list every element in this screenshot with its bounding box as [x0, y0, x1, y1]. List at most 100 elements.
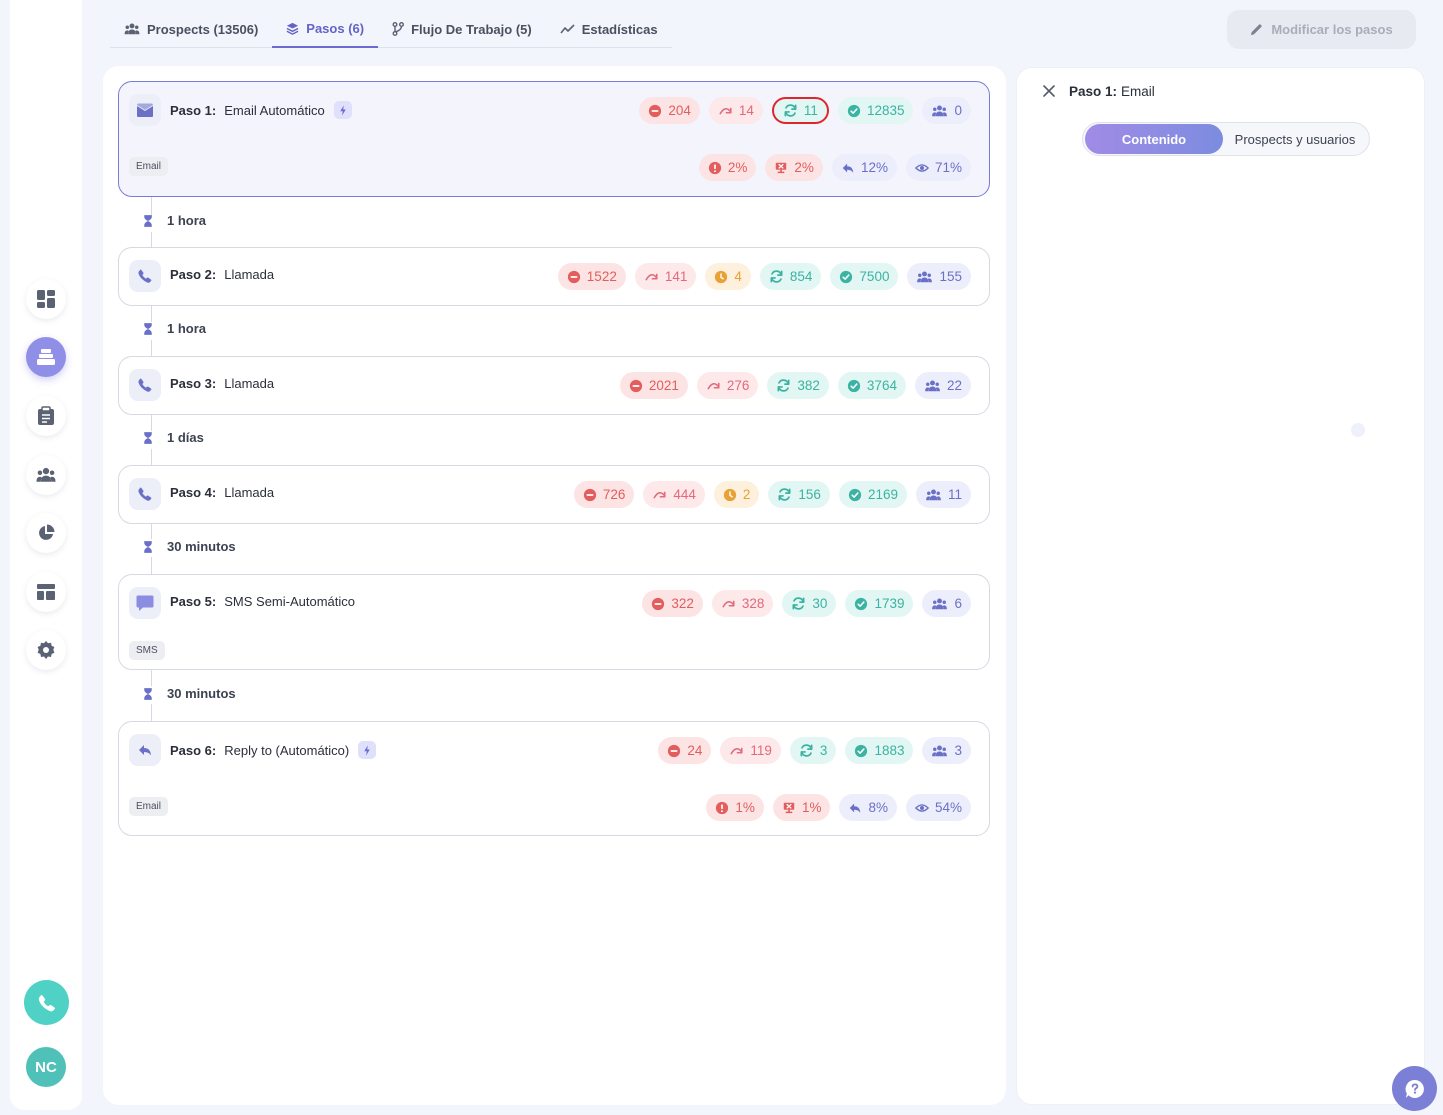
timeline-line — [151, 306, 152, 322]
close-icon[interactable] — [1042, 84, 1056, 98]
unsubscribe-icon — [782, 801, 796, 815]
sms-icon — [129, 587, 161, 619]
step-card-2[interactable]: Paso 2: Llamada 1522 141 4 854 7500 155 — [118, 247, 990, 306]
stat-stopped[interactable]: 204 — [639, 97, 700, 124]
stat-in-progress[interactable]: 156 — [768, 481, 830, 508]
stat-bounced[interactable]: 141 — [634, 263, 697, 290]
modify-steps-button[interactable]: Modificar los pasos — [1227, 10, 1416, 49]
phone-call-button[interactable] — [24, 980, 69, 1025]
stat-completed[interactable]: 2169 — [838, 481, 907, 508]
step-rates: 1% 1% 8% 54% — [706, 794, 971, 821]
branch-icon — [392, 22, 405, 36]
stat-completed[interactable]: 7500 — [830, 263, 899, 290]
steps-panel: Paso 1: Email Automático 204 14 11 12835 … — [103, 66, 1006, 1105]
stat-prospects[interactable]: 11 — [915, 481, 971, 508]
check-circle-icon — [847, 104, 861, 118]
stat-stopped[interactable]: 1522 — [557, 263, 626, 290]
rate-error[interactable]: 1% — [706, 794, 764, 821]
stat-stopped[interactable]: 2021 — [619, 372, 688, 399]
alert-icon — [708, 161, 722, 175]
step-title: Paso 2: Llamada — [170, 267, 275, 282]
rate-unsubscribed[interactable]: 1% — [772, 794, 831, 821]
stat-prospects[interactable]: 0 — [922, 97, 971, 124]
dashboard-icon[interactable] — [26, 279, 66, 319]
help-chat-button[interactable] — [1392, 1066, 1437, 1111]
minus-circle-icon — [651, 597, 665, 611]
stat-in-progress[interactable]: 30 — [782, 590, 837, 617]
stat-in-progress[interactable]: 3 — [789, 737, 837, 764]
alert-icon — [715, 801, 729, 815]
timeline-line — [151, 704, 152, 721]
tab-prospects[interactable]: Prospects (13506) — [110, 10, 272, 48]
step-detail-panel: Paso 1: Email Contenido Prospects y usuar… — [1016, 67, 1425, 1105]
stat-in-progress[interactable]: 854 — [759, 263, 822, 290]
users-icon — [931, 597, 948, 611]
step-rates: 2% 2% 12% 71% — [698, 154, 971, 181]
reply-icon — [848, 801, 862, 815]
stat-in-progress[interactable]: 382 — [767, 372, 829, 399]
content-toggle: Contenido Prospects y usuarios — [1082, 122, 1370, 156]
minus-circle-icon — [629, 379, 643, 393]
step-card-3[interactable]: Paso 3: Llamada 2021 276 382 3764 22 — [118, 356, 990, 415]
templates-icon[interactable] — [26, 572, 66, 612]
eye-icon — [915, 801, 929, 815]
tab-estadisticas[interactable]: Estadísticas — [546, 10, 672, 48]
check-circle-icon — [847, 379, 861, 393]
stat-pending[interactable]: 4 — [705, 263, 751, 290]
timeline-line — [151, 415, 152, 431]
users-icon — [124, 22, 140, 36]
tab-pasos[interactable]: Pasos (6) — [272, 10, 379, 48]
stat-completed[interactable]: 3764 — [837, 372, 906, 399]
timeline-line — [151, 524, 152, 539]
settings-icon[interactable] — [26, 630, 66, 670]
stat-prospects[interactable]: 6 — [922, 590, 971, 617]
step-stats: 1522 141 4 854 7500 155 — [557, 263, 971, 290]
stat-stopped[interactable]: 322 — [642, 590, 703, 617]
stat-bounced[interactable]: 119 — [720, 737, 781, 764]
channel-tag: Email — [129, 157, 169, 176]
stat-pending[interactable]: 2 — [713, 481, 760, 508]
stat-bounced[interactable]: 276 — [696, 372, 759, 399]
sync-icon — [783, 103, 798, 118]
stat-prospects[interactable]: 22 — [914, 372, 971, 399]
clock-icon — [723, 488, 737, 502]
stat-stopped[interactable]: 24 — [658, 737, 712, 764]
step-stats: 726 444 2 156 2169 11 — [573, 481, 971, 508]
reports-icon[interactable] — [26, 513, 66, 553]
rate-opened[interactable]: 71% — [905, 154, 971, 181]
toggle-prospects-usuarios[interactable]: Prospects y usuarios — [1234, 131, 1356, 147]
contacts-icon[interactable] — [26, 455, 66, 495]
step-title: Paso 3: Llamada — [170, 376, 275, 391]
clock-icon — [714, 270, 728, 284]
stat-in-progress[interactable]: 11 — [771, 97, 829, 124]
toggle-contenido[interactable]: Contenido — [1085, 124, 1223, 154]
stat-completed[interactable]: 1739 — [845, 590, 914, 617]
step-card-4[interactable]: Paso 4: Llamada 726 444 2 156 2169 11 — [118, 465, 990, 524]
stat-completed[interactable]: 12835 — [837, 97, 914, 124]
rate-opened[interactable]: 54% — [905, 794, 971, 821]
stat-bounced[interactable]: 328 — [711, 590, 774, 617]
sequences-icon[interactable] — [26, 337, 66, 377]
stat-bounced[interactable]: 444 — [643, 481, 705, 508]
delay-4: 30 minutos — [143, 539, 236, 554]
tasks-icon[interactable] — [26, 396, 66, 436]
bounce-arrow-icon — [718, 104, 733, 118]
stat-prospects[interactable]: 155 — [907, 263, 971, 290]
user-avatar[interactable]: NC — [26, 1047, 66, 1087]
minus-circle-icon — [567, 270, 581, 284]
step-card-1[interactable]: Paso 1: Email Automático 204 14 11 12835 … — [118, 81, 990, 197]
stat-prospects[interactable]: 3 — [922, 737, 971, 764]
tab-flujo-de-trabajo[interactable]: Flujo De Trabajo (5) — [378, 10, 546, 48]
step-card-5[interactable]: Paso 5: SMS Semi-Automático 322 328 30 17… — [118, 574, 990, 670]
rate-error[interactable]: 2% — [698, 154, 757, 181]
stat-stopped[interactable]: 726 — [573, 481, 635, 508]
stat-completed[interactable]: 1883 — [845, 737, 914, 764]
timeline-line — [151, 449, 152, 465]
rate-replied[interactable]: 12% — [831, 154, 897, 181]
rate-replied[interactable]: 8% — [839, 794, 897, 821]
step-card-6[interactable]: Paso 6: Reply to (Automático) 24 119 3 18… — [118, 721, 990, 836]
step-stats: 204 14 11 12835 0 — [639, 97, 971, 124]
stat-bounced[interactable]: 14 — [708, 97, 763, 124]
rate-unsubscribed[interactable]: 2% — [765, 154, 823, 181]
panel-title: Paso 1: Email — [1069, 84, 1155, 99]
